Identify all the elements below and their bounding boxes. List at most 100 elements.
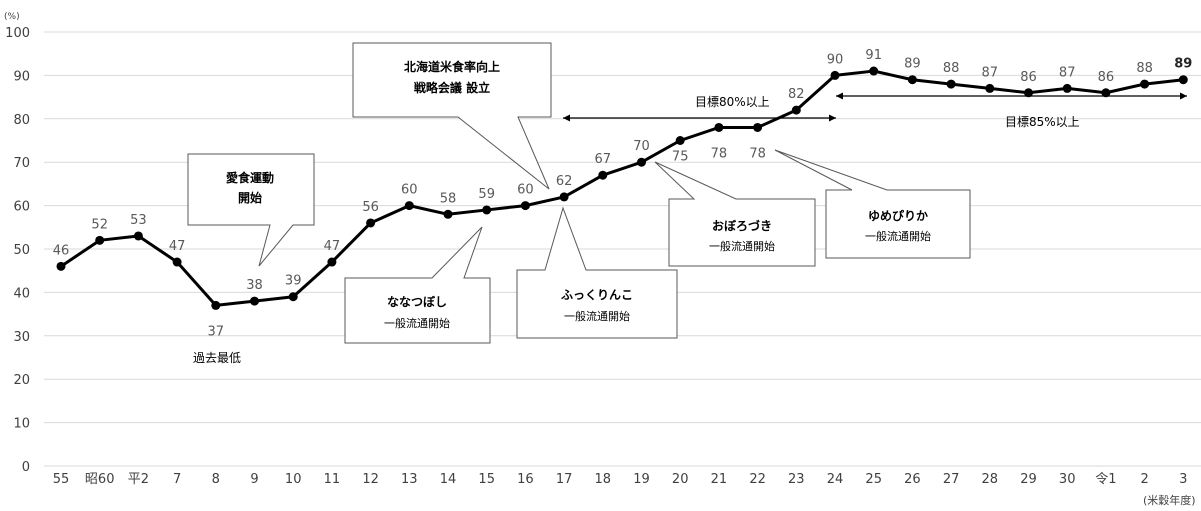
callout-senryaku-line2: 戦略会議 設立 (414, 80, 490, 95)
arrow-head-left (836, 92, 843, 100)
data-label: 58 (440, 191, 457, 206)
data-point (327, 257, 337, 267)
y-tick-label: 10 (13, 417, 30, 432)
target-85-arrow: 目標85%以上 (836, 92, 1187, 129)
callout-aishoku-line1: 愛食運動 (226, 170, 274, 185)
data-point (985, 83, 995, 93)
x-tick-label: 15 (478, 472, 495, 487)
data-point (1178, 75, 1188, 85)
callout-yumepirika-line1: ゆめぴりか (868, 209, 928, 223)
data-label: 86 (1020, 70, 1037, 85)
x-tick-label: 11 (324, 472, 341, 487)
callout-yumepirika-line2: 一般流通開始 (865, 229, 931, 243)
data-label: 87 (982, 65, 999, 80)
data-label: 53 (130, 213, 147, 228)
callout-oborozuki-line1: おぼろづき (712, 218, 772, 233)
data-point (133, 231, 143, 241)
callout-aishoku: 愛食運動 開始 (187, 153, 315, 267)
series-line (60, 69, 1184, 307)
y-tick-label: 100 (5, 26, 30, 41)
x-tick-label: 平2 (128, 472, 149, 487)
x-tick-label: 9 (250, 472, 258, 487)
y-axis-ticks: 0 10 20 30 40 50 60 70 80 90 100 (5, 26, 30, 475)
data-label: 47 (169, 239, 186, 254)
data-point (443, 209, 453, 219)
y-tick-label: 20 (13, 373, 30, 388)
data-label: 91 (865, 48, 882, 63)
y-tick-label: 0 (22, 460, 30, 475)
callout-yumepirika: ゆめぴりか 一般流通開始 (774, 149, 971, 259)
data-point (172, 257, 182, 267)
y-tick-label: 70 (13, 156, 30, 171)
data-point (1024, 88, 1033, 98)
data-label: 38 (246, 278, 263, 293)
x-axis-unit: (米穀年度) (1143, 493, 1196, 507)
data-point (830, 70, 840, 80)
x-tick-label: 21 (711, 472, 728, 487)
data-point (56, 261, 66, 271)
data-label: 70 (633, 139, 650, 154)
target-85-label: 目標85%以上 (1005, 115, 1080, 129)
callout-aishoku-line2: 開始 (238, 190, 262, 205)
data-label: 47 (324, 239, 341, 254)
x-tick-label: 26 (904, 472, 921, 487)
x-tick-label: 14 (440, 472, 457, 487)
callout-fukkurinko: ふっくりんこ 一般流通開始 (516, 206, 678, 339)
y-tick-label: 90 (13, 69, 30, 84)
data-point (869, 66, 879, 76)
data-label: 56 (362, 200, 379, 215)
data-label: 89 (904, 57, 921, 72)
data-label: 67 (595, 152, 612, 167)
data-label: 59 (478, 187, 495, 202)
arrow-head-right (829, 114, 836, 122)
x-tick-label: 22 (749, 472, 766, 487)
x-tick-label: 30 (1059, 472, 1076, 487)
y-axis-unit: (%) (4, 12, 20, 22)
data-point (95, 235, 105, 245)
y-tick-label: 30 (13, 330, 30, 345)
data-label: 82 (788, 87, 805, 102)
x-tick-label: 10 (285, 472, 302, 487)
callout-senryaku-line1: 北海道米食率向上 (404, 59, 500, 74)
x-tick-label: 12 (362, 472, 379, 487)
data-label: 88 (943, 61, 960, 76)
data-point (482, 205, 492, 215)
data-label: 75 (672, 150, 689, 165)
x-tick-label: 令1 (1095, 472, 1116, 487)
data-label: 39 (285, 274, 302, 289)
data-point (598, 170, 608, 180)
data-point (1062, 83, 1072, 93)
x-tick-label: 19 (633, 472, 650, 487)
data-label: 37 (208, 324, 225, 339)
x-tick-label: 17 (556, 472, 573, 487)
x-tick-label: 23 (788, 472, 805, 487)
x-tick-label: 7 (173, 472, 181, 487)
y-tick-label: 60 (13, 200, 30, 215)
callout-nanatsuboshi-line1: ななつぼし (387, 295, 447, 309)
annotation-lowest: 過去最低 (193, 351, 241, 365)
x-axis-ticks: 55 昭60 平2 7 8 9 10 11 12 13 14 15 16 17 18 19 20 21 22 23 24… (53, 472, 1188, 487)
data-label: 46 (53, 243, 70, 258)
data-point (753, 122, 763, 132)
arrow-head-left (563, 114, 570, 122)
data-label: 60 (517, 183, 534, 198)
data-point (366, 218, 376, 228)
x-tick-label: 27 (943, 472, 960, 487)
series-layer (56, 66, 1188, 310)
data-point (404, 201, 414, 211)
data-point (211, 300, 221, 310)
x-tick-label: 18 (595, 472, 612, 487)
data-label: 78 (711, 146, 728, 161)
x-tick-label: 20 (672, 472, 689, 487)
data-label: 89 (1174, 57, 1192, 72)
data-label: 52 (91, 217, 108, 232)
x-tick-label: 25 (865, 472, 882, 487)
data-point (1140, 79, 1150, 89)
data-point (675, 136, 685, 145)
data-point (559, 192, 569, 202)
callout-fukkurinko-line2: 一般流通開始 (564, 309, 630, 323)
x-tick-label: 24 (827, 472, 844, 487)
data-label: 87 (1059, 65, 1076, 80)
data-labels: 46 52 53 47 37 38 39 47 56 60 58 59 60 62 67 70 75 78 78 82… (53, 48, 1193, 339)
